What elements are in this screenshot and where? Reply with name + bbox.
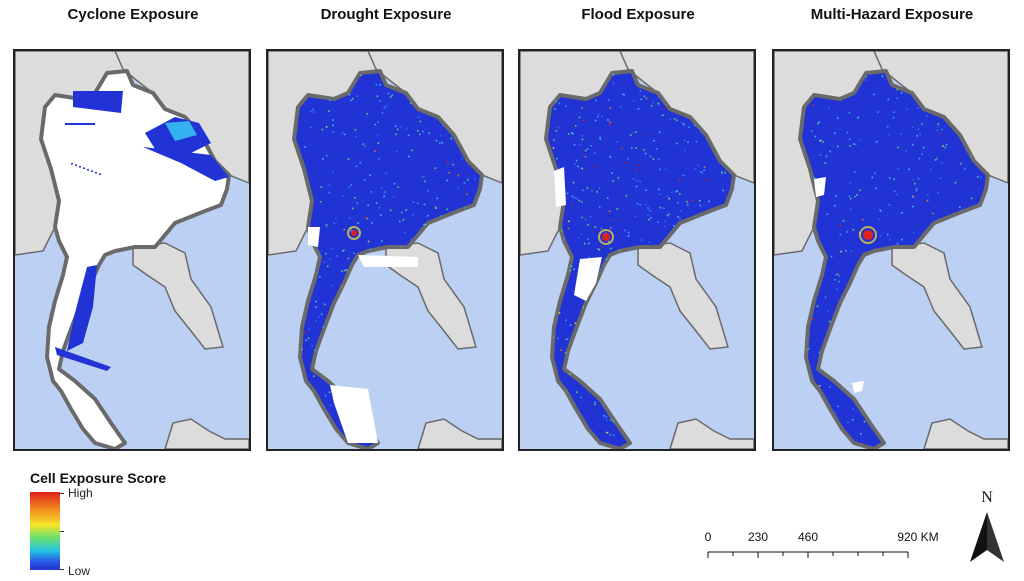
- legend-color-ramp: [30, 492, 60, 570]
- neighbor-country-southeast: [132, 242, 224, 350]
- map-panel-cyclone: [13, 49, 251, 451]
- flood-map: [520, 51, 754, 449]
- scale-bar-line: [707, 551, 909, 558]
- multi-hazard-map: [774, 51, 1008, 449]
- legend-label-high: High: [68, 486, 93, 500]
- thailand-exposure-area: [292, 69, 484, 449]
- legend-tick-high: [60, 493, 64, 494]
- panel-title-cyclone: Cyclone Exposure: [67, 6, 199, 23]
- hotspot-halo: [347, 226, 361, 240]
- map-panel-flood: [518, 49, 756, 451]
- drought-map: [268, 51, 502, 449]
- no-exposure-area: [330, 385, 378, 443]
- scale-bar: 0 230 460 920 KM: [705, 530, 939, 558]
- legend-label-low: Low: [68, 564, 91, 578]
- panel-title-flood: Flood Exposure: [581, 6, 695, 23]
- neighbor-country-southeast: [891, 242, 983, 350]
- neighbor-country-south: [417, 418, 502, 449]
- neighbor-country-south: [923, 418, 1008, 449]
- north-arrow: N: [970, 489, 1004, 562]
- bangkok-hotspot: [602, 233, 610, 241]
- hotspot-halo: [598, 229, 614, 245]
- cyclone-exposure-bands: [55, 91, 229, 371]
- north-label: N: [981, 489, 993, 506]
- panel-title-multi-hazard: Multi-Hazard Exposure: [810, 6, 974, 23]
- neighbor-country-south: [669, 418, 754, 449]
- scale-label-920-km: 920 KM: [897, 530, 938, 544]
- no-exposure-area: [852, 381, 864, 393]
- map-panel-multi-hazard: [772, 49, 1010, 451]
- cyclone-map: [15, 51, 249, 449]
- bangkok-hotspot: [351, 230, 357, 236]
- legend-title: Cell Exposure Score: [30, 470, 167, 486]
- map-panel-drought: [266, 49, 504, 451]
- neighbor-country-southeast: [385, 242, 477, 350]
- thailand-exposure-area: [798, 69, 990, 449]
- panel-title-drought: Drought Exposure: [320, 6, 452, 23]
- no-exposure-area: [358, 255, 418, 267]
- north-arrow-right-half: [987, 512, 1004, 562]
- no-exposure-area: [814, 177, 826, 197]
- scale-label-460: 460: [798, 530, 818, 544]
- neighbor-country-southeast: [637, 242, 729, 350]
- scale-label-230: 230: [748, 530, 768, 544]
- no-exposure-area: [574, 257, 602, 301]
- thailand-exposure-area: [544, 69, 736, 449]
- bangkok-hotspot: [863, 230, 873, 240]
- neighbor-country-south: [164, 418, 249, 449]
- legend-tick-mid: [60, 531, 64, 532]
- legend-tick-low: [60, 569, 64, 570]
- north-arrow-left-half: [970, 512, 987, 562]
- hotspot-halo: [859, 226, 877, 244]
- no-exposure-area: [554, 167, 566, 207]
- no-exposure-area: [308, 227, 320, 247]
- scale-label-0: 0: [705, 530, 712, 544]
